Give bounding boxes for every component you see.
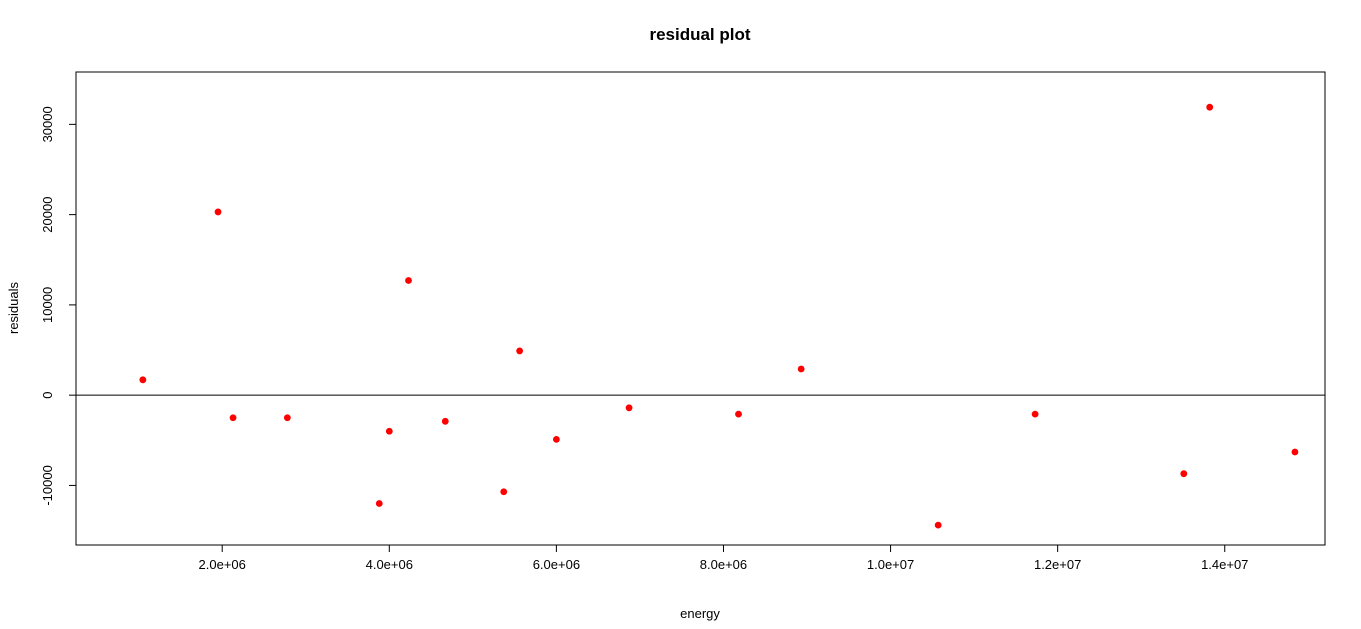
data-point: [139, 376, 147, 384]
x-tick-label: 8.0e+06: [700, 557, 747, 572]
data-point: [625, 404, 633, 412]
data-point: [214, 208, 222, 216]
x-tick-label: 2.0e+06: [199, 557, 246, 572]
data-point: [552, 435, 560, 443]
y-tick-label: 0: [40, 392, 55, 399]
data-point: [516, 347, 524, 355]
x-tick-label: 1.2e+07: [1034, 557, 1081, 572]
data-point: [1031, 410, 1039, 418]
y-tick-label: 10000: [40, 287, 55, 323]
data-point: [735, 410, 742, 418]
y-tick-label: 30000: [40, 106, 55, 142]
x-tick-label: 1.4e+07: [1201, 557, 1248, 572]
data-point: [797, 365, 805, 373]
data-point: [385, 427, 393, 435]
y-tick-label: -10000: [40, 465, 55, 505]
data-points: [139, 103, 1299, 529]
y-axis: -10000 0 10000 20000 30000: [40, 106, 77, 506]
x-tick-label: 6.0e+06: [533, 557, 580, 572]
data-point: [229, 414, 237, 422]
data-point: [1206, 103, 1214, 111]
data-point: [283, 414, 291, 422]
data-point: [500, 488, 508, 496]
data-point: [1291, 448, 1299, 456]
data-point: [405, 277, 412, 284]
x-axis-title: energy: [680, 606, 720, 621]
plot-frame: [75, 71, 1326, 546]
data-point: [934, 521, 942, 529]
data-point: [1180, 470, 1188, 478]
chart-title: residual plot: [649, 25, 750, 44]
data-point: [375, 500, 383, 507]
x-tick-label: 4.0e+06: [366, 557, 413, 572]
y-tick-label: 20000: [40, 197, 55, 233]
x-tick-label: 1.0e+07: [867, 557, 914, 572]
x-axis: 2.0e+06 4.0e+06 6.0e+06 8.0e+06 1.0e+07 1.2e+…: [199, 544, 1248, 572]
y-axis-title: residuals: [6, 281, 21, 334]
data-point: [441, 417, 449, 425]
